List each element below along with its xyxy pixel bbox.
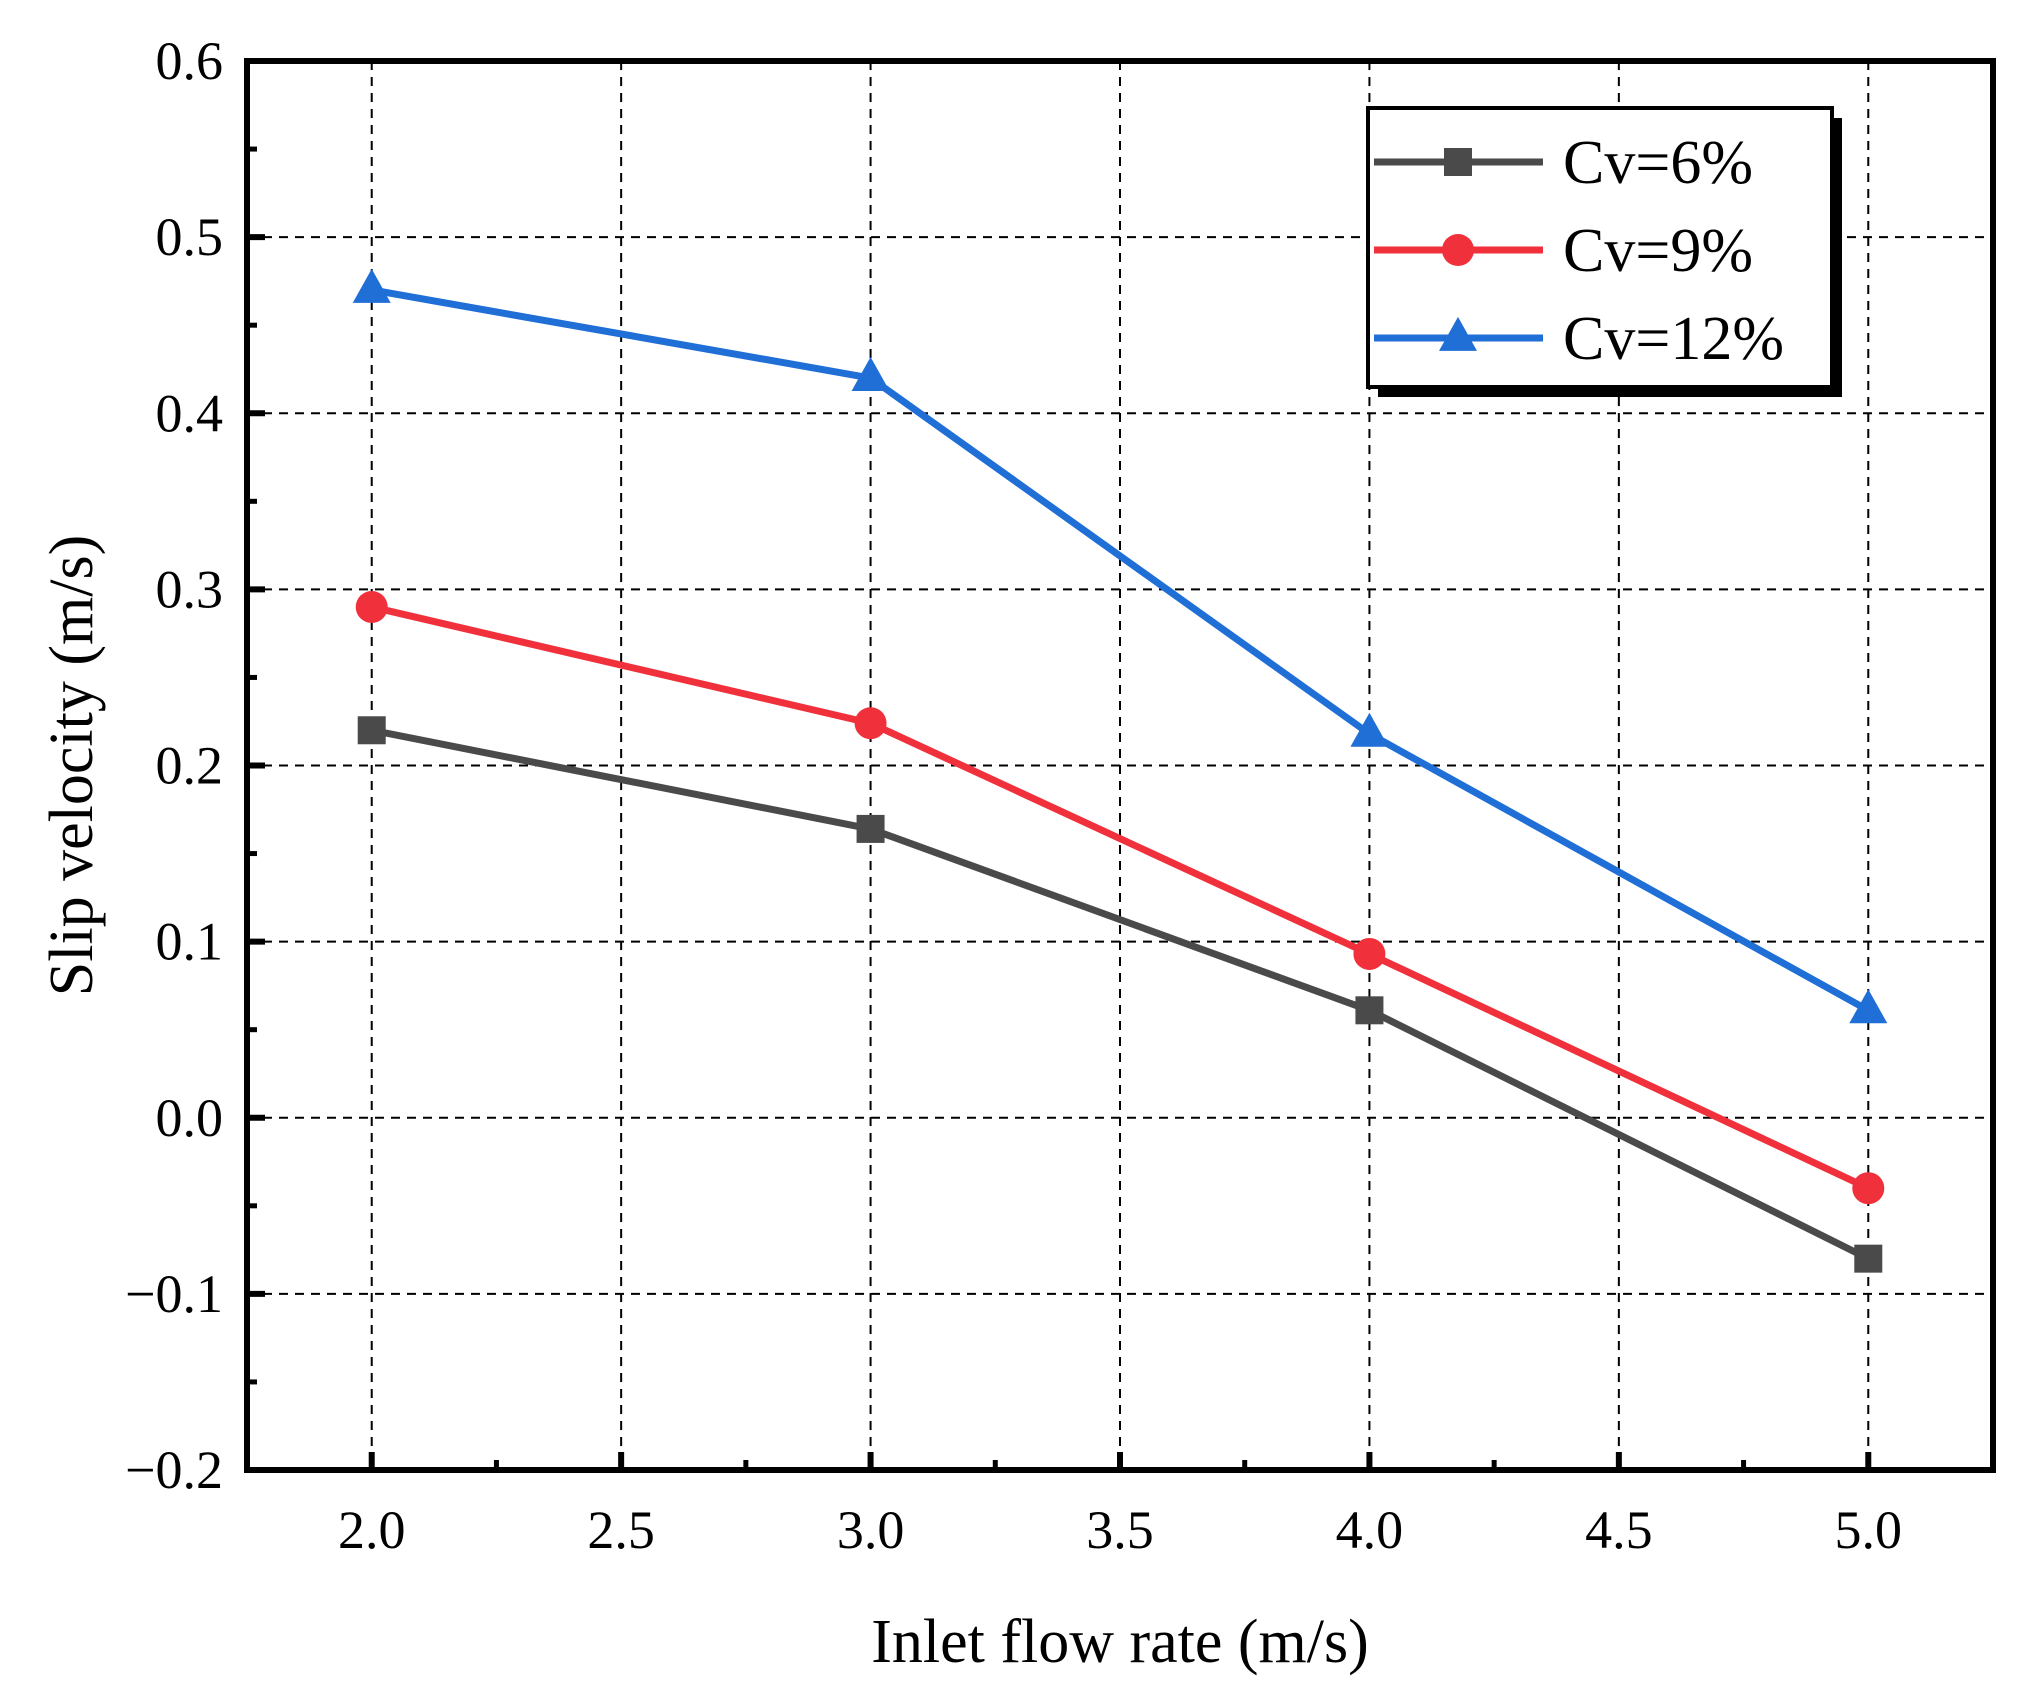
series-2-point-2	[1353, 937, 1386, 970]
series-2-point-3	[1852, 1172, 1885, 1205]
legend-label-2: Cv=9%	[1563, 217, 1753, 285]
y-tick-label-3: 0.1	[156, 912, 224, 972]
series-3-point-1	[851, 356, 890, 391]
legend-item-1: Cv=6%	[1374, 129, 1753, 197]
x-tick-label-5: 4.5	[1585, 1500, 1653, 1560]
y-tick-label-4: 0.2	[156, 736, 224, 796]
series-2-line	[370, 603, 1870, 1192]
y-tick-label-8: 0.6	[156, 31, 224, 91]
series-1-line	[371, 726, 1870, 1262]
series-3-point-0	[352, 268, 391, 303]
y-axis-title: Slip velocity (m/s)	[38, 535, 106, 997]
series-1-point-3	[1854, 1244, 1883, 1273]
y-tick-label-7: 0.5	[156, 207, 224, 267]
series-2-point-0	[355, 590, 388, 623]
series-1-point-0	[357, 716, 386, 745]
x-tick-label-6: 5.0	[1835, 1500, 1903, 1560]
x-tick-label-2: 3.0	[837, 1500, 905, 1560]
y-tick-label-5: 0.3	[156, 559, 224, 619]
series-1-point-2	[1355, 996, 1384, 1025]
legend-marker-3	[1439, 316, 1477, 351]
series-1-point-1	[856, 814, 885, 843]
x-tick-labels: 2.0 2.5 3.0 3.5 4.0 4.5 5.0	[338, 1500, 1902, 1560]
x-axis-title: Inlet flow rate (m/s)	[871, 1608, 1369, 1676]
series-2-point-1	[854, 707, 887, 740]
series-3-point-3	[1849, 989, 1888, 1024]
legend-marker-2	[1442, 234, 1474, 266]
series-2	[355, 590, 1885, 1205]
series-3	[352, 268, 1888, 1024]
y-tick-label-6: 0.4	[156, 383, 224, 443]
legend: Cv=6% Cv=9% Cv=12%	[1366, 106, 1842, 397]
x-tick-label-4: 4.0	[1336, 1500, 1404, 1560]
y-tick-label-1: −0.1	[125, 1264, 223, 1324]
legend-item-3: Cv=12%	[1374, 305, 1784, 373]
axis-ticks	[247, 58, 1872, 1473]
series-3-line	[371, 286, 1870, 1014]
x-tick-label-0: 2.0	[338, 1500, 406, 1560]
series-1	[357, 716, 1883, 1273]
legend-label-1: Cv=6%	[1563, 129, 1753, 197]
y-tick-label-0: −0.2	[125, 1440, 223, 1500]
series-layer	[352, 268, 1888, 1273]
x-tick-label-3: 3.5	[1086, 1500, 1154, 1560]
y-tick-labels: −0.2 −0.1 0.0 0.1 0.2 0.3 0.4 0.5 0.6	[125, 31, 223, 1500]
x-tick-label-1: 2.5	[587, 1500, 655, 1560]
legend-item-2: Cv=9%	[1374, 217, 1753, 285]
y-tick-label-2: 0.0	[156, 1088, 224, 1148]
legend-label-3: Cv=12%	[1563, 305, 1784, 373]
series-3-point-2	[1350, 712, 1389, 747]
legend-marker-1	[1444, 148, 1472, 176]
